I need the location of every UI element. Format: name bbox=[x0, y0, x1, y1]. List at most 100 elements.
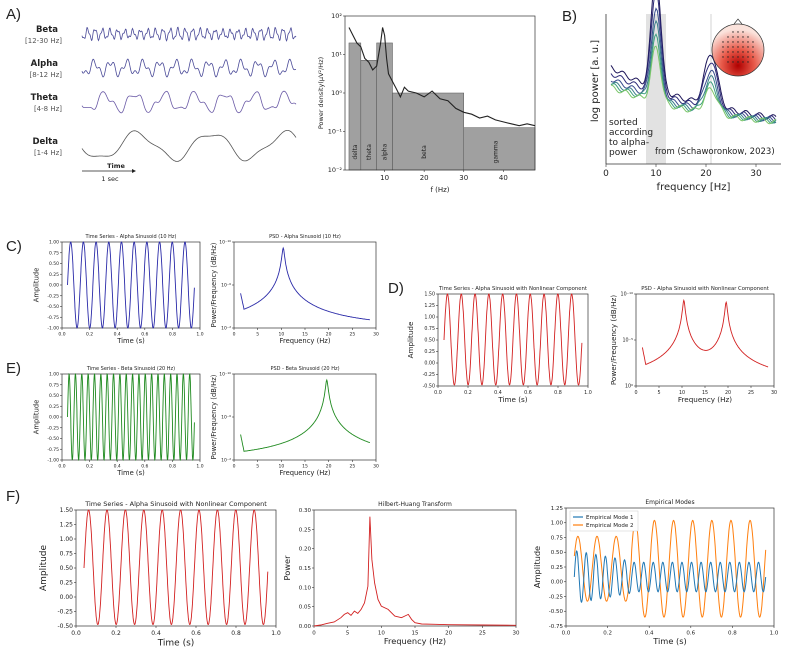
c_psd-frame bbox=[233, 241, 377, 329]
d_time-xtick-label: 0.8 bbox=[554, 390, 562, 396]
c_psd-xtick-label: 5 bbox=[256, 332, 259, 338]
f_hht-ytick-label: 0.25 bbox=[299, 527, 312, 533]
psd-bands-xtick-label: 10 bbox=[380, 174, 389, 182]
legend-box bbox=[569, 510, 639, 532]
f_modes-title: Empirical Modes bbox=[645, 499, 694, 506]
d_psd-xlabel: Frequency (Hz) bbox=[678, 395, 732, 404]
d_psd-ytick-label: 10⁰ bbox=[625, 384, 633, 390]
d_time-xtick-label: 0.6 bbox=[524, 390, 532, 396]
band-label-alpha: alpha bbox=[382, 143, 389, 160]
e_time-xtick-label: 0.0 bbox=[58, 464, 65, 470]
electrode-dot bbox=[747, 41, 749, 43]
electrode-dot bbox=[732, 31, 734, 33]
electrode-dot bbox=[752, 56, 754, 58]
panel-letter-d: D) bbox=[388, 280, 404, 297]
e_time-ytick-label: -0.75 bbox=[47, 447, 59, 453]
log-power-chart: 0 10 20 30 frequency [Hz] log power [a. u.] so… bbox=[590, 0, 781, 193]
sorted-annotation-line: sorted bbox=[609, 118, 638, 128]
time-label: Time bbox=[107, 162, 125, 170]
d_psd-xtick-label: 0 bbox=[634, 390, 637, 396]
c_time-xtick-label: 0.4 bbox=[114, 332, 121, 338]
f_time-ytick-label: -0.25 bbox=[57, 609, 73, 616]
c_time-xlabel: Time (s) bbox=[116, 337, 145, 345]
c_time-xtick-label: 0.8 bbox=[169, 332, 176, 338]
band-label-delta: delta bbox=[352, 144, 359, 160]
c_time-ytick-label: -1.00 bbox=[47, 326, 59, 332]
f_time-xlabel: Time (s) bbox=[157, 638, 195, 648]
source-annotation: from (Schaworonkow, 2023) bbox=[655, 147, 775, 157]
band-block-beta bbox=[392, 92, 464, 171]
c_psd-ytick-label: 10⁻⁶ bbox=[221, 283, 231, 289]
f_time-xtick-label: 0.8 bbox=[231, 630, 241, 637]
log-power-series bbox=[610, 45, 777, 125]
d_time-ytick-label: 1.00 bbox=[424, 315, 435, 321]
d_psd-xtick-label: 15 bbox=[702, 390, 708, 396]
c_psd-xtick-label: 20 bbox=[326, 332, 332, 338]
d_time-xtick-label: 1.0 bbox=[584, 390, 592, 396]
psd-bands-ytick-label: 10⁻² bbox=[328, 166, 343, 174]
d_time-xlabel: Time (s) bbox=[497, 395, 527, 404]
f_hht-xtick-label: 25 bbox=[479, 631, 486, 637]
electrode-dot bbox=[722, 56, 724, 58]
electrode-dot bbox=[732, 56, 734, 58]
electrode-dot bbox=[727, 41, 729, 43]
c_time-xtick-label: 0.2 bbox=[86, 332, 93, 338]
d_time-xtick-label: 0.0 bbox=[434, 390, 442, 396]
c_time-ytick-label: -0.50 bbox=[47, 304, 59, 310]
e_time-ytick-label: 0.00 bbox=[49, 415, 59, 421]
e_time-ytick-label: -0.50 bbox=[47, 436, 59, 442]
band-name-delta: Delta bbox=[32, 137, 58, 147]
electrode-dot bbox=[727, 51, 729, 53]
f_modes-ytick-label: -0.25 bbox=[549, 594, 564, 600]
psd-bands-ylabel: Power density(μV²/Hz) bbox=[317, 57, 325, 129]
d_psd-ylabel: Power/Frequency (dB/Hz) bbox=[609, 295, 618, 385]
d_time-ylabel: Amplitude bbox=[406, 321, 415, 358]
electrode-dot bbox=[747, 36, 749, 38]
log-power-xtick-label: 30 bbox=[750, 169, 762, 179]
f_hht-ytick-label: 0.15 bbox=[299, 566, 312, 572]
c_time-line bbox=[67, 241, 195, 329]
e_psd-ytick-label: 10⁻¹⁰ bbox=[219, 372, 231, 378]
electrode-dot bbox=[747, 61, 749, 63]
f_modes-ytick-label: -0.75 bbox=[549, 624, 564, 630]
f_modes-ytick-label: 0.00 bbox=[551, 580, 564, 586]
e_psd-ytick-label: 10⁻² bbox=[221, 458, 231, 464]
panel-letter-f: F) bbox=[6, 488, 21, 505]
d_psd-line bbox=[641, 298, 769, 368]
sorted-annotation-line: power bbox=[609, 148, 637, 158]
electrode-dot bbox=[742, 36, 744, 38]
f_modes-ytick-label: 1.00 bbox=[551, 521, 564, 527]
empirical-mode-1-line bbox=[573, 550, 767, 604]
c_psd-xtick-label: 30 bbox=[373, 332, 379, 338]
d_time-title: Time Series - Alpha Sinusoid with Nonlin… bbox=[438, 286, 587, 292]
psd-bands-ytick-label: 10¹ bbox=[331, 51, 342, 59]
electrode-dot bbox=[742, 46, 744, 48]
electrode-dot bbox=[737, 61, 739, 63]
d_psd-ytick-label: 10⁻⁵ bbox=[622, 338, 633, 344]
band-name-beta: Beta bbox=[36, 25, 58, 35]
d_psd-frame bbox=[635, 293, 775, 387]
d_time-ytick-label: 0.75 bbox=[424, 326, 435, 332]
e_psd-title: PSD - Beta Sinusoid (20 Hz) bbox=[270, 366, 339, 372]
panel-letter-e: E) bbox=[6, 360, 21, 377]
d_time-xtick-label: 0.4 bbox=[494, 390, 502, 396]
f_hht-ytick-label: 0.05 bbox=[299, 605, 312, 611]
f_hht-frame bbox=[313, 509, 517, 627]
f_modes-xtick-label: 0.8 bbox=[728, 631, 737, 637]
time-scale-label: 1 sec bbox=[101, 175, 119, 183]
c_time-ytick-label: 1.00 bbox=[49, 240, 59, 246]
f_modes-xtick-label: 1.0 bbox=[770, 631, 779, 637]
head-topomap bbox=[711, 23, 765, 77]
electrode-dot bbox=[742, 41, 744, 43]
c_time-ytick-label: 0.75 bbox=[49, 250, 59, 256]
c_time-ytick-label: -0.75 bbox=[47, 315, 59, 321]
f_hht-ytick-label: 0.00 bbox=[299, 624, 312, 630]
f_time-xtick-label: 0.2 bbox=[111, 630, 121, 637]
c_time-xtick-label: 0.6 bbox=[141, 332, 148, 338]
log-power-ylabel: log power [a. u.] bbox=[590, 40, 601, 122]
d_psd-axes: PSD - Alpha Sinusoid with Nonlinear Comp… bbox=[609, 286, 777, 404]
psd-bands-xtick-label: 20 bbox=[420, 174, 429, 182]
f_hht-ylabel: Power bbox=[282, 555, 292, 581]
c_psd-xtick-label: 0 bbox=[233, 332, 236, 338]
d_psd-xtick-label: 25 bbox=[748, 390, 754, 396]
